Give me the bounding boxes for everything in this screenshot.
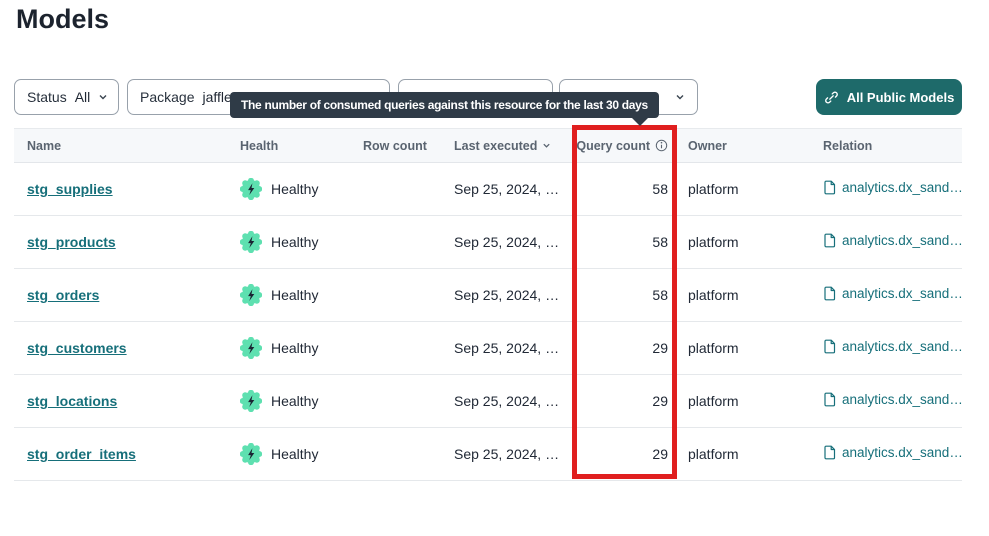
chevron-down-icon (675, 92, 685, 102)
sort-chevron-down-icon (542, 141, 552, 151)
model-name-link[interactable]: stg_customers (27, 340, 127, 356)
relation-link[interactable]: analytics.dx_sand… (823, 286, 962, 301)
health-status-label: Healthy (271, 181, 319, 197)
relation-label: analytics.dx_sand… (842, 392, 962, 407)
column-header-row-count: Row count (363, 138, 427, 153)
healthy-lightning-badge-icon (240, 231, 262, 253)
column-header-owner: Owner (688, 138, 727, 153)
last-executed-value: Sep 25, 2024, … (454, 393, 560, 409)
model-name-link[interactable]: stg_products (27, 234, 116, 250)
owner-value: platform (688, 287, 739, 303)
column-header-relation: Relation (823, 138, 873, 153)
tooltip-text: The number of consumed queries against t… (241, 98, 648, 112)
table-header-row: Name Health Row count Last executed Quer… (14, 128, 962, 163)
health-status-label: Healthy (271, 287, 319, 303)
column-header-health: Health (240, 138, 279, 153)
last-executed-value: Sep 25, 2024, … (454, 446, 560, 462)
document-icon (823, 233, 836, 248)
relation-label: analytics.dx_sand… (842, 339, 962, 354)
relation-link[interactable]: analytics.dx_sand… (823, 392, 962, 407)
all-public-models-button[interactable]: All Public Models (816, 79, 962, 115)
table-row: stg_order_items Healt (14, 428, 962, 481)
info-circle-icon[interactable] (655, 139, 668, 152)
owner-value: platform (688, 393, 739, 409)
all-public-models-label: All Public Models (846, 89, 955, 105)
document-icon (823, 392, 836, 407)
models-table: Name Health Row count Last executed Quer… (14, 128, 962, 481)
table-row: stg_customers Healthy (14, 322, 962, 375)
query-count-value: 29 (652, 393, 668, 409)
table-row: stg_orders Healthy (14, 269, 962, 322)
query-count-value: 29 (652, 446, 668, 462)
health-status-label: Healthy (271, 446, 319, 462)
column-header-query-count: Query count (573, 139, 678, 153)
relation-label: analytics.dx_sand… (842, 445, 962, 460)
healthy-lightning-badge-icon (240, 337, 262, 359)
status-filter-label: Status (27, 89, 67, 105)
last-executed-value: Sep 25, 2024, … (454, 340, 560, 356)
table-row: stg_locations Healthy (14, 375, 962, 428)
query-count-value: 58 (652, 234, 668, 250)
last-executed-value: Sep 25, 2024, … (454, 181, 560, 197)
health-status-label: Healthy (271, 234, 319, 250)
table-row: stg_products Healthy (14, 216, 962, 269)
document-icon (823, 339, 836, 354)
health-status-label: Healthy (271, 393, 319, 409)
table-body: stg_supplies Healthy (14, 163, 962, 481)
model-name-link[interactable]: stg_order_items (27, 446, 136, 462)
last-executed-value: Sep 25, 2024, … (454, 287, 560, 303)
healthy-lightning-badge-icon (240, 178, 262, 200)
relation-label: analytics.dx_sand… (842, 233, 962, 248)
relation-link[interactable]: analytics.dx_sand… (823, 180, 962, 195)
health-status-label: Healthy (271, 340, 319, 356)
relation-link[interactable]: analytics.dx_sand… (823, 339, 962, 354)
relation-link[interactable]: analytics.dx_sand… (823, 233, 962, 248)
column-header-name: Name (27, 138, 62, 153)
model-name-link[interactable]: stg_locations (27, 393, 118, 409)
model-name-link[interactable]: stg_supplies (27, 181, 113, 197)
owner-value: platform (688, 340, 739, 356)
package-filter-label: Package (140, 89, 195, 105)
status-filter[interactable]: Status All (14, 79, 119, 115)
link-icon (824, 90, 839, 105)
healthy-lightning-badge-icon (240, 390, 262, 412)
column-header-last-executed-label: Last executed (454, 138, 538, 153)
query-count-value: 58 (652, 181, 668, 197)
query-count-value: 58 (652, 287, 668, 303)
owner-value: platform (688, 234, 739, 250)
relation-label: analytics.dx_sand… (842, 180, 962, 195)
document-icon (823, 445, 836, 460)
healthy-lightning-badge-icon (240, 284, 262, 306)
page-title: Models (16, 4, 110, 34)
owner-value: platform (688, 181, 739, 197)
query-count-tooltip: The number of consumed queries against t… (230, 92, 659, 126)
owner-value: platform (688, 446, 739, 462)
document-icon (823, 180, 836, 195)
relation-link[interactable]: analytics.dx_sand… (823, 445, 962, 460)
relation-label: analytics.dx_sand… (842, 286, 962, 301)
chevron-down-icon (98, 92, 108, 102)
status-filter-value: All (74, 89, 91, 105)
column-header-last-executed[interactable]: Last executed (440, 139, 573, 153)
document-icon (823, 286, 836, 301)
healthy-lightning-badge-icon (240, 443, 262, 465)
last-executed-value: Sep 25, 2024, … (454, 234, 560, 250)
query-count-value: 29 (652, 340, 668, 356)
column-header-query-count-label: Query count (576, 138, 650, 153)
table-row: stg_supplies Healthy (14, 163, 962, 216)
model-name-link[interactable]: stg_orders (27, 287, 100, 303)
